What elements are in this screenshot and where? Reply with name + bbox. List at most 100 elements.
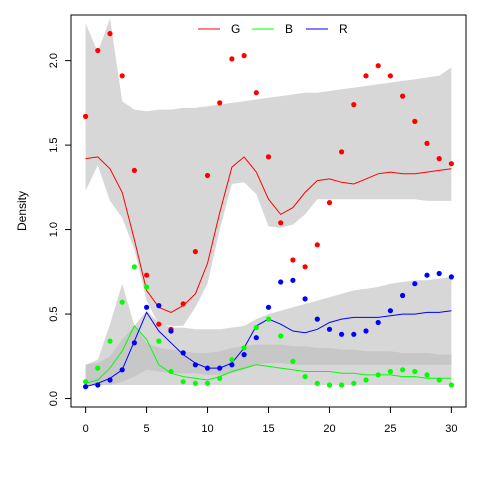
point-b <box>387 368 393 375</box>
point-b <box>241 345 247 351</box>
line-b <box>85 325 452 384</box>
point-g <box>217 100 223 106</box>
point-r <box>83 384 89 390</box>
point-r <box>192 362 198 368</box>
point-r <box>217 365 223 371</box>
x-tick-label: 25 <box>384 423 396 435</box>
point-r <box>351 331 357 337</box>
point-r <box>204 365 211 371</box>
point-b <box>168 368 174 375</box>
x-tick-label: 30 <box>445 423 457 435</box>
point-b <box>314 380 320 386</box>
point-g <box>412 118 418 124</box>
point-g <box>83 113 89 119</box>
point-r <box>180 350 186 356</box>
point-b <box>131 264 137 270</box>
y-tick-label: 1.0 <box>48 222 60 237</box>
y-tick-label: 0.0 <box>48 391 60 406</box>
point-g <box>339 149 345 155</box>
point-r <box>436 270 442 277</box>
point-r <box>168 328 174 334</box>
point-r <box>229 362 235 368</box>
plot-frame <box>70 14 467 408</box>
line-g <box>85 156 452 313</box>
point-r <box>241 352 247 358</box>
point-r <box>302 296 308 302</box>
point-b <box>302 374 308 380</box>
legend-label-g: G <box>231 22 240 36</box>
point-g <box>265 154 272 160</box>
x-tick-label: 0 <box>83 423 89 435</box>
point-r <box>119 367 125 373</box>
point-r <box>107 377 113 383</box>
point-r <box>95 382 101 388</box>
point-b <box>204 380 211 386</box>
point-b <box>424 372 430 378</box>
point-r <box>387 308 393 314</box>
point-b <box>144 284 150 290</box>
point-g <box>144 272 150 278</box>
point-r <box>424 272 430 278</box>
point-g <box>180 301 186 307</box>
point-r <box>400 292 406 299</box>
point-g <box>119 73 125 79</box>
point-b <box>192 380 198 386</box>
point-b <box>400 367 406 373</box>
point-g <box>229 56 235 62</box>
point-r <box>253 335 259 341</box>
point-r <box>265 304 272 310</box>
axes: 0 5 10 15 20 25 30 0.0 0.5 1.0 1.5 2.0 <box>48 53 457 435</box>
data-points <box>83 30 454 390</box>
point-b <box>119 299 125 305</box>
point-b <box>265 316 272 322</box>
point-b <box>290 358 296 364</box>
point-g <box>156 321 162 327</box>
point-g <box>290 257 296 263</box>
point-r <box>412 281 418 287</box>
point-b <box>363 377 369 383</box>
point-g <box>375 63 381 69</box>
y-axis-title: Density <box>15 191 29 231</box>
point-g <box>424 140 430 146</box>
point-g <box>131 167 137 173</box>
point-b <box>436 377 442 383</box>
point-g <box>253 90 259 96</box>
confidence-bands <box>85 18 452 387</box>
x-tick-label: 20 <box>323 423 335 435</box>
legend-label-b: B <box>285 22 293 36</box>
point-g <box>387 73 393 79</box>
point-b <box>278 333 284 339</box>
point-r <box>156 303 162 309</box>
point-b <box>351 380 357 386</box>
point-r <box>375 319 381 326</box>
point-b <box>229 357 235 363</box>
point-b <box>339 382 345 388</box>
point-b <box>156 338 162 344</box>
point-g <box>448 161 454 167</box>
x-tick-label: 10 <box>201 423 213 435</box>
point-g <box>326 200 333 206</box>
point-g <box>241 53 247 59</box>
point-g <box>204 172 211 179</box>
x-tick-label: 5 <box>144 423 150 435</box>
point-b <box>412 368 418 375</box>
band-r <box>85 276 452 387</box>
point-r <box>131 340 137 346</box>
point-b <box>107 338 113 344</box>
y-tick-label: 1.5 <box>48 137 60 152</box>
point-b <box>217 375 223 381</box>
point-g <box>107 30 113 37</box>
y-tick-label: 0.5 <box>48 306 60 321</box>
point-r <box>339 331 345 337</box>
point-r <box>144 304 150 310</box>
point-r <box>278 279 284 285</box>
point-b <box>95 365 101 371</box>
point-g <box>351 102 357 108</box>
point-b <box>375 372 381 378</box>
point-g <box>436 156 442 162</box>
y-tick-label: 2.0 <box>48 53 60 68</box>
point-r <box>448 274 454 280</box>
point-g <box>314 242 320 248</box>
